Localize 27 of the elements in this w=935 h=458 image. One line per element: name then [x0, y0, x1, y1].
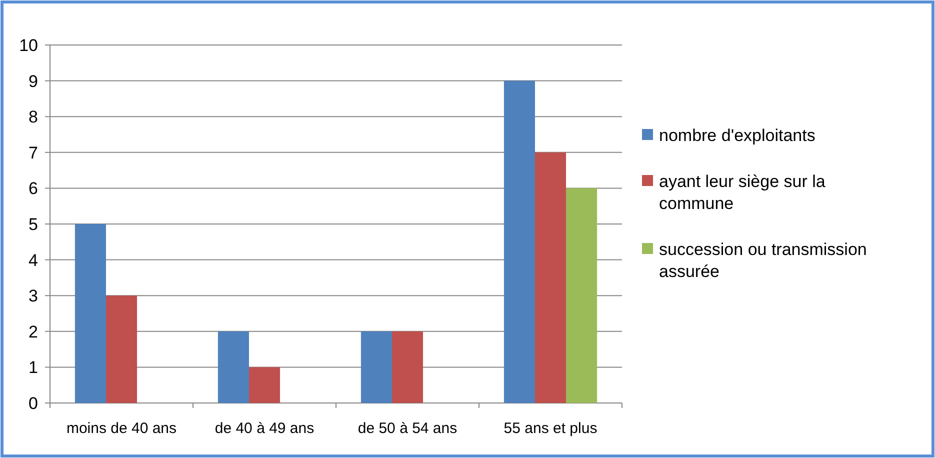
y-tick-label: 7 — [28, 143, 38, 162]
y-tick-label: 6 — [28, 179, 38, 198]
bar — [360, 331, 392, 403]
y-tick-label: 3 — [28, 286, 38, 306]
x-tick-label: de 40 à 49 ans — [214, 420, 314, 437]
x-tick-label: moins de 40 ans — [66, 420, 177, 437]
x-tick-label: 55 ans et plus — [504, 420, 598, 437]
y-tick-label: 0 — [28, 394, 38, 413]
bar — [74, 224, 106, 403]
legend-label: succession ou transmission assurée — [659, 240, 867, 281]
bar — [218, 331, 249, 403]
bar — [534, 152, 566, 403]
bar — [504, 80, 535, 403]
x-tick-label: de 50 à 54 ans — [358, 420, 458, 437]
y-tick-label: 4 — [28, 250, 38, 270]
y-tick-label: 5 — [28, 214, 38, 234]
y-tick-label: 1 — [28, 358, 38, 378]
y-tick-label: 2 — [28, 322, 38, 342]
y-tick-label: 8 — [28, 108, 38, 127]
bar — [566, 188, 598, 403]
y-tick-label: 10 — [19, 36, 38, 55]
legend-label: nombre d'exploitants — [659, 126, 816, 145]
y-tick-label: 9 — [28, 72, 38, 91]
bar — [392, 331, 424, 403]
bar — [106, 296, 138, 403]
legend-label: ayant leur siège sur la commune — [659, 172, 826, 213]
bar — [248, 367, 280, 403]
